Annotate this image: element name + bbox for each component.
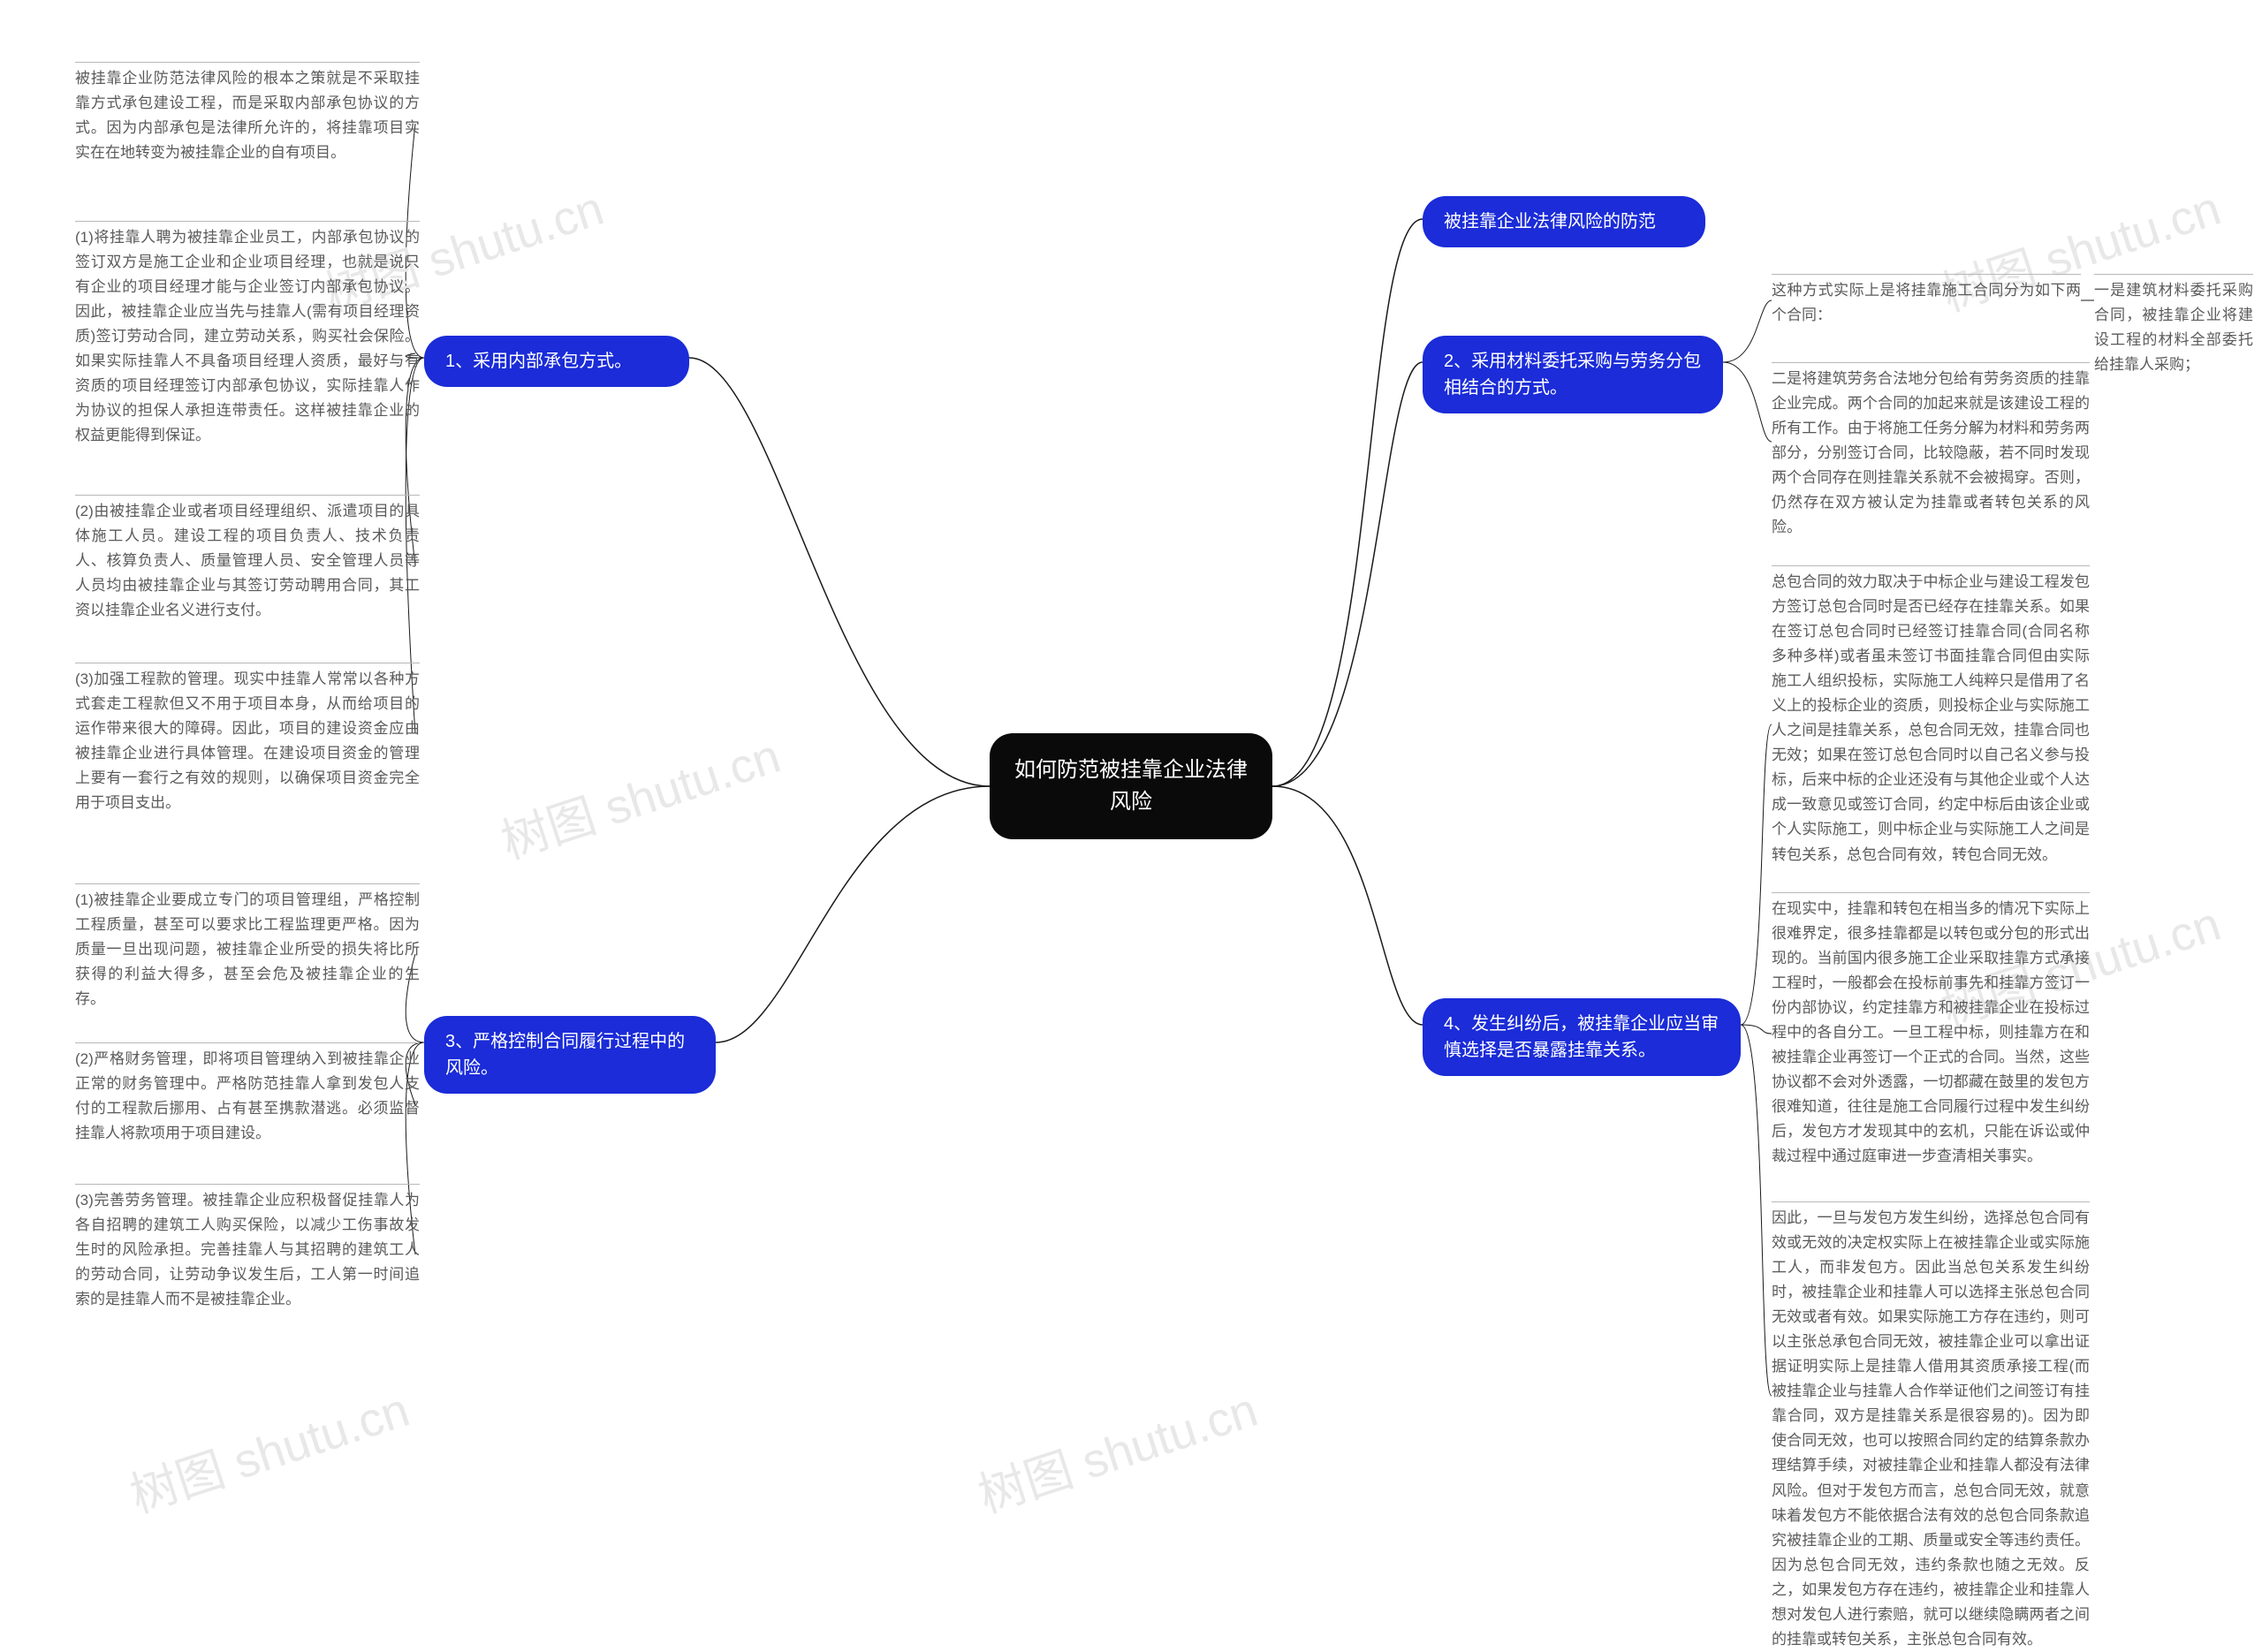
leaf-right-1-1: 二是将建筑劳务合法地分包给有劳务资质的挂靠企业完成。两个合同的加起来就是该建设工… — [1772, 362, 2090, 540]
leaf-left-0-0: 被挂靠企业防范法律风险的根本之策就是不采取挂靠方式承包建设工程，而是采取内部承包… — [75, 62, 420, 165]
branch-2: 2、采用材料委托采购与劳务分包相结合的方式。 — [1423, 336, 1723, 413]
leaf-right-2-1: 在现实中，挂靠和转包在相当多的情况下实际上很难界定，很多挂靠都是以转包或分包的形… — [1772, 892, 2090, 1170]
branch-0-label: 被挂靠企业法律风险的防范 — [1444, 212, 1656, 231]
branch-1-label: 1、采用内部承包方式。 — [445, 352, 632, 371]
branch-3: 3、严格控制合同履行过程中的风险。 — [424, 1016, 716, 1094]
branch-4-label: 4、发生纠纷后，被挂靠企业应当审慎选择是否暴露挂靠关系。 — [1444, 1014, 1719, 1060]
leaf-right-2-2: 因此，一旦与发包方发生纠纷，选择总包合同有效或无效的决定权实际上在被挂靠企业或实… — [1772, 1201, 2090, 1652]
branch-2-label: 2、采用材料委托采购与劳务分包相结合的方式。 — [1444, 352, 1701, 398]
watermark: 树图 shutu.cn — [968, 1370, 1265, 1526]
branch-1: 1、采用内部承包方式。 — [424, 336, 689, 387]
leaf-right-2-0: 总包合同的效力取决于中标企业与建设工程发包方签订总包合同时是否已经存在挂靠关系。… — [1772, 565, 2090, 868]
leaf-right-1-0: 这种方式实际上是将挂靠施工合同分为如下两个合同： — [1772, 274, 2081, 328]
watermark: 树图 shutu.cn — [491, 716, 788, 872]
leaf-left-0-2: (2)由被挂靠企业或者项目经理组织、派遣项目的具体施工人员。建设工程的项目负责人… — [75, 495, 420, 623]
branch-4: 4、发生纠纷后，被挂靠企业应当审慎选择是否暴露挂靠关系。 — [1423, 998, 1741, 1076]
branch-0: 被挂靠企业法律风险的防范 — [1423, 196, 1705, 247]
leaf-left-1-0: (1)被挂靠企业要成立专门的项目管理组，严格控制工程质量，甚至可以要求比工程监理… — [75, 883, 420, 1012]
root-node: 如何防范被挂靠企业法律风险 — [990, 733, 1272, 839]
watermark: 树图 shutu.cn — [120, 1370, 417, 1526]
leaf-left-0-1: (1)将挂靠人聘为被挂靠企业员工，内部承包协议的签订双方是施工企业和企业项目经理… — [75, 221, 420, 448]
leaf-left-1-1: (2)严格财务管理，即将项目管理纳入到被挂靠企业正常的财务管理中。严格防范挂靠人… — [75, 1042, 420, 1146]
leaf-right-1-0-sub: 一是建筑材料委托采购合同，被挂靠企业将建设工程的材料全部委托给挂靠人采购； — [2094, 274, 2253, 377]
leaf-left-1-2: (3)完善劳务管理。被挂靠企业应积极督促挂靠人为各自招聘的建筑工人购买保险，以减… — [75, 1184, 420, 1312]
root-label: 如何防范被挂靠企业法律风险 — [1014, 758, 1248, 814]
leaf-left-0-3: (3)加强工程款的管理。现实中挂靠人常常以各种方式套走工程款但又不用于项目本身，… — [75, 663, 420, 815]
branch-3-label: 3、严格控制合同履行过程中的风险。 — [445, 1032, 685, 1078]
